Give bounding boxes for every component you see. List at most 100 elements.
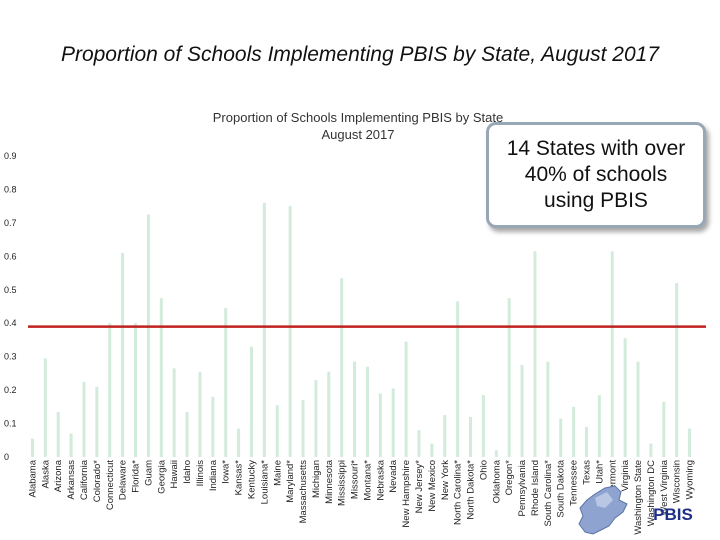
- bar: [507, 298, 511, 457]
- bar: [262, 202, 266, 457]
- x-category-label: Alaska: [40, 459, 51, 488]
- x-category-label: Missouri*: [350, 460, 361, 499]
- x-category-label: Connecticut: [105, 460, 116, 511]
- x-category-label: Utah*: [594, 460, 605, 484]
- bar: [572, 406, 576, 457]
- y-tick-label: 0.7: [4, 218, 17, 228]
- x-category-label: Virginia: [620, 459, 631, 491]
- bar: [211, 396, 215, 457]
- x-category-label: Maine: [272, 460, 283, 486]
- bar: [275, 405, 279, 457]
- y-tick-label: 0.1: [4, 419, 17, 429]
- y-tick-label: 0.6: [4, 251, 17, 261]
- x-category-label: Minnesota: [324, 459, 335, 504]
- x-category-label: Rhode Island: [530, 460, 541, 516]
- x-category-label: Delaware: [118, 460, 129, 500]
- x-category-label: Montana*: [362, 460, 373, 501]
- bar: [533, 251, 537, 457]
- bar: [95, 386, 99, 457]
- x-category-label: Indiana: [208, 459, 219, 491]
- bar: [108, 323, 112, 457]
- x-category-label: Nevada: [388, 459, 399, 492]
- x-category-label: Wisconsin: [672, 460, 683, 503]
- bar: [404, 341, 408, 457]
- x-category-label: Tennessee: [569, 460, 580, 506]
- bar: [288, 206, 292, 457]
- y-axis-tick-labels: 0 0.1 0.2 0.3 0.4 0.5 0.6 0.7 0.8 0.9: [4, 151, 17, 462]
- x-category-label: Hawaii: [169, 460, 180, 489]
- bar: [224, 308, 228, 457]
- x-category-label: New Mexico: [427, 460, 438, 512]
- bar: [327, 371, 331, 457]
- map-region-graphic: [595, 492, 613, 508]
- bar: [662, 401, 666, 457]
- bar: [146, 214, 150, 457]
- pbis-logo: PBIS: [578, 485, 693, 535]
- bar: [82, 381, 86, 457]
- bar: [314, 380, 318, 457]
- x-category-label: Washington State: [633, 460, 644, 535]
- bar: [469, 416, 473, 457]
- bar: [198, 371, 202, 457]
- x-category-label: Illinois: [195, 460, 206, 487]
- x-category-label: Georgia: [156, 459, 167, 494]
- bar: [430, 443, 434, 457]
- slide-title: Proportion of Schools Implementing PBIS …: [60, 43, 660, 66]
- x-category-label: Massachusetts: [298, 460, 309, 524]
- x-category-label: South Carolina*: [543, 460, 554, 527]
- x-category-label: Guam: [143, 460, 154, 486]
- x-category-label: Nebraska: [375, 459, 386, 500]
- y-tick-label: 0.5: [4, 285, 17, 295]
- x-category-label: Kentucky: [246, 460, 257, 499]
- x-category-label: North Dakota*: [466, 460, 477, 520]
- bar: [159, 298, 163, 457]
- x-category-label: California: [79, 459, 90, 500]
- bar: [675, 283, 679, 457]
- bar: [688, 428, 692, 457]
- bar: [597, 395, 601, 457]
- x-category-label: Louisiana*: [259, 460, 270, 505]
- y-tick-label: 0.2: [4, 385, 17, 395]
- bar: [378, 393, 382, 457]
- bar: [56, 411, 60, 457]
- bar: [185, 411, 189, 457]
- y-tick-label: 0.3: [4, 352, 17, 362]
- x-category-label: Iowa*: [221, 460, 232, 484]
- y-tick-label: 0.4: [4, 318, 17, 328]
- logo-text: PBIS: [653, 505, 693, 524]
- bar: [134, 323, 138, 457]
- bar: [417, 430, 421, 457]
- x-category-label: Oregon*: [504, 460, 515, 496]
- bar: [520, 365, 524, 457]
- x-category-label: North Carolina*: [453, 460, 464, 525]
- bar: [301, 400, 305, 457]
- bar: [636, 361, 640, 457]
- x-axis-category-labels: Alabama Alaska Arizona Arkansas California Co…: [27, 459, 695, 534]
- x-category-label: Florida*: [131, 460, 142, 493]
- chart-title: Proportion of Schools Implementing PBIS …: [213, 110, 504, 125]
- bar: [610, 251, 614, 457]
- x-category-label: South Dakota: [556, 459, 567, 517]
- bar: [623, 338, 627, 457]
- bar: [481, 395, 485, 457]
- bar: [69, 433, 73, 457]
- x-category-label: Idaho: [182, 460, 193, 484]
- x-category-label: Vermont: [607, 460, 618, 496]
- x-category-label: Oklahoma: [491, 459, 502, 503]
- bar: [340, 278, 344, 457]
- bar: [43, 358, 47, 457]
- bar: [353, 361, 357, 457]
- x-category-label: Wyoming: [685, 460, 696, 500]
- x-category-label: Alabama: [27, 459, 38, 497]
- bar: [172, 368, 176, 457]
- bar: [391, 388, 395, 457]
- x-category-label: Maryland*: [285, 460, 296, 503]
- y-tick-label: 0: [4, 452, 9, 462]
- callout-text: 14 States with over 40% of schools using…: [506, 137, 686, 212]
- y-tick-label: 0.9: [4, 151, 17, 161]
- x-category-label: Washington DC: [646, 460, 657, 526]
- x-category-label: Pennsylvania: [517, 459, 528, 516]
- x-category-label: Kansas*: [234, 460, 245, 496]
- x-category-label: Arkansas: [66, 460, 77, 500]
